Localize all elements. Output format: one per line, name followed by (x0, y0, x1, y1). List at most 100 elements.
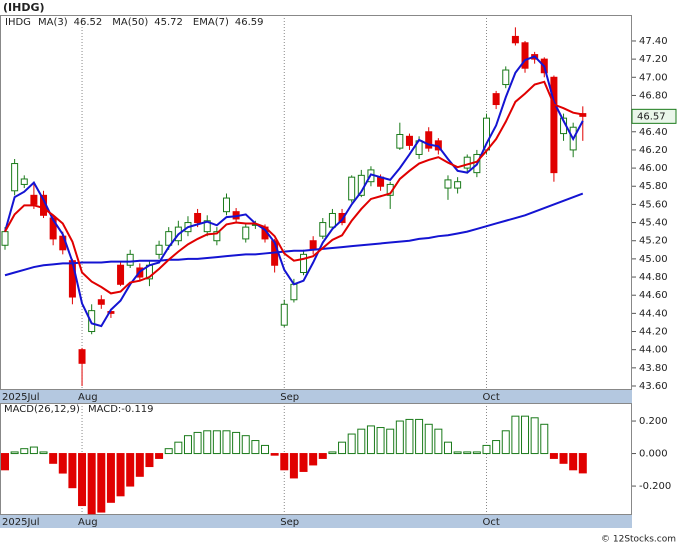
y-tick-label: 46.20 (639, 145, 668, 156)
macd-bar (366, 425, 375, 455)
candle-body (97, 299, 105, 305)
macd-bar (116, 453, 125, 497)
y-tick-label: 45.00 (639, 254, 668, 265)
legend-name: MA(3) (38, 17, 68, 28)
price-tag (631, 108, 677, 124)
y-tick-label: 43.60 (639, 381, 668, 392)
macd-bar (530, 417, 539, 455)
macd-bar (193, 431, 202, 455)
candle-body (463, 156, 471, 169)
macd-bar (20, 448, 29, 455)
macd-bar (49, 453, 58, 464)
candle-body (165, 231, 173, 246)
macd-bar (338, 441, 347, 455)
candle-body (78, 349, 86, 364)
macd-bar (318, 453, 327, 459)
macd-bar (443, 441, 452, 455)
y-tick-label: 46.80 (639, 90, 668, 101)
indicator-line (4, 192, 584, 277)
macd-bar (106, 453, 115, 503)
macd-bar (164, 448, 173, 455)
macd-bar (222, 430, 231, 455)
y-tick-label: 44.20 (639, 327, 668, 338)
candle-body (492, 93, 500, 106)
y-tick-label: 46.00 (639, 163, 668, 174)
macd-bar (68, 453, 77, 489)
macd-bar (280, 453, 289, 471)
legend-value: 46.59 (235, 17, 264, 28)
y-tick-label: 0.200 (639, 416, 668, 427)
y-tick-label: 44.40 (639, 308, 668, 319)
macd-bar (405, 418, 414, 455)
macd-bar (492, 440, 501, 455)
macd-bar (521, 415, 530, 455)
date-band (0, 390, 632, 403)
macd-bar (347, 433, 356, 455)
legend-label: MACD(26,12,9) (4, 404, 80, 415)
macd-bar (10, 451, 19, 455)
y-tick-label: 47.40 (639, 36, 668, 47)
macd-bar (232, 431, 241, 455)
candle-body (155, 244, 163, 255)
macd-bar (29, 446, 38, 455)
macd-bar (299, 453, 308, 472)
y-tick-label: 44.00 (639, 345, 668, 356)
macd-bar (183, 435, 192, 455)
candle-body (222, 197, 230, 213)
x-tick-label: Sep (280, 392, 299, 403)
x-tick-label: Oct (483, 517, 500, 528)
y-tick-label: -0.200 (639, 481, 671, 492)
macd-bar (511, 415, 520, 455)
macd-bar (87, 453, 96, 515)
macd-bar (203, 430, 212, 455)
macd-panel (0, 403, 632, 515)
macd-bar (97, 453, 106, 513)
y-tick-label: 0.000 (639, 449, 668, 460)
y-tick-label: 47.20 (639, 54, 668, 65)
candle-body (309, 240, 317, 251)
macd-bar (174, 441, 183, 455)
x-tick-label: Aug (78, 392, 98, 403)
macd-bar (261, 444, 270, 455)
price-panel (0, 15, 632, 390)
macd-bar (357, 428, 366, 455)
macd-bar (415, 418, 424, 455)
macd-bar (395, 420, 404, 455)
candle-body (550, 76, 558, 174)
macd-bar (578, 453, 587, 474)
macd-bar (39, 451, 48, 455)
candle-body (405, 135, 413, 146)
y-tick-label: 45.80 (639, 181, 668, 192)
macd-bar (540, 423, 549, 455)
candle-body (213, 231, 221, 242)
x-tick-label: 2025Jul (2, 517, 40, 528)
macd-bar (482, 444, 491, 455)
legend-value: 45.72 (154, 17, 183, 28)
macd-bar (434, 428, 443, 455)
candle-body (280, 303, 288, 326)
legend-symbol: IHDG (5, 17, 31, 28)
macd-bar (424, 423, 433, 455)
legend-name: MA(50) (112, 17, 148, 28)
candle-body (117, 264, 125, 285)
macd-bar (501, 430, 510, 455)
candle-body (126, 253, 134, 266)
candle-body (11, 163, 19, 192)
macd-bar (1, 453, 9, 471)
macd-bar (569, 453, 578, 471)
candle-body (290, 283, 298, 301)
x-tick-label: Aug (78, 517, 98, 528)
candle-body (194, 212, 202, 224)
macd-bar (251, 440, 260, 455)
y-tick-label: 44.60 (639, 290, 668, 301)
macd-bar (309, 453, 318, 466)
legend-name: EMA(7) (193, 17, 229, 28)
x-tick-label: Sep (280, 517, 299, 528)
x-tick-label: 2025Jul (2, 392, 40, 403)
macd-bar (155, 453, 164, 459)
candle-body (68, 260, 76, 298)
macd-bar (270, 453, 279, 456)
y-tick-label: 46.40 (639, 127, 668, 138)
y-tick-label: 45.40 (639, 218, 668, 229)
